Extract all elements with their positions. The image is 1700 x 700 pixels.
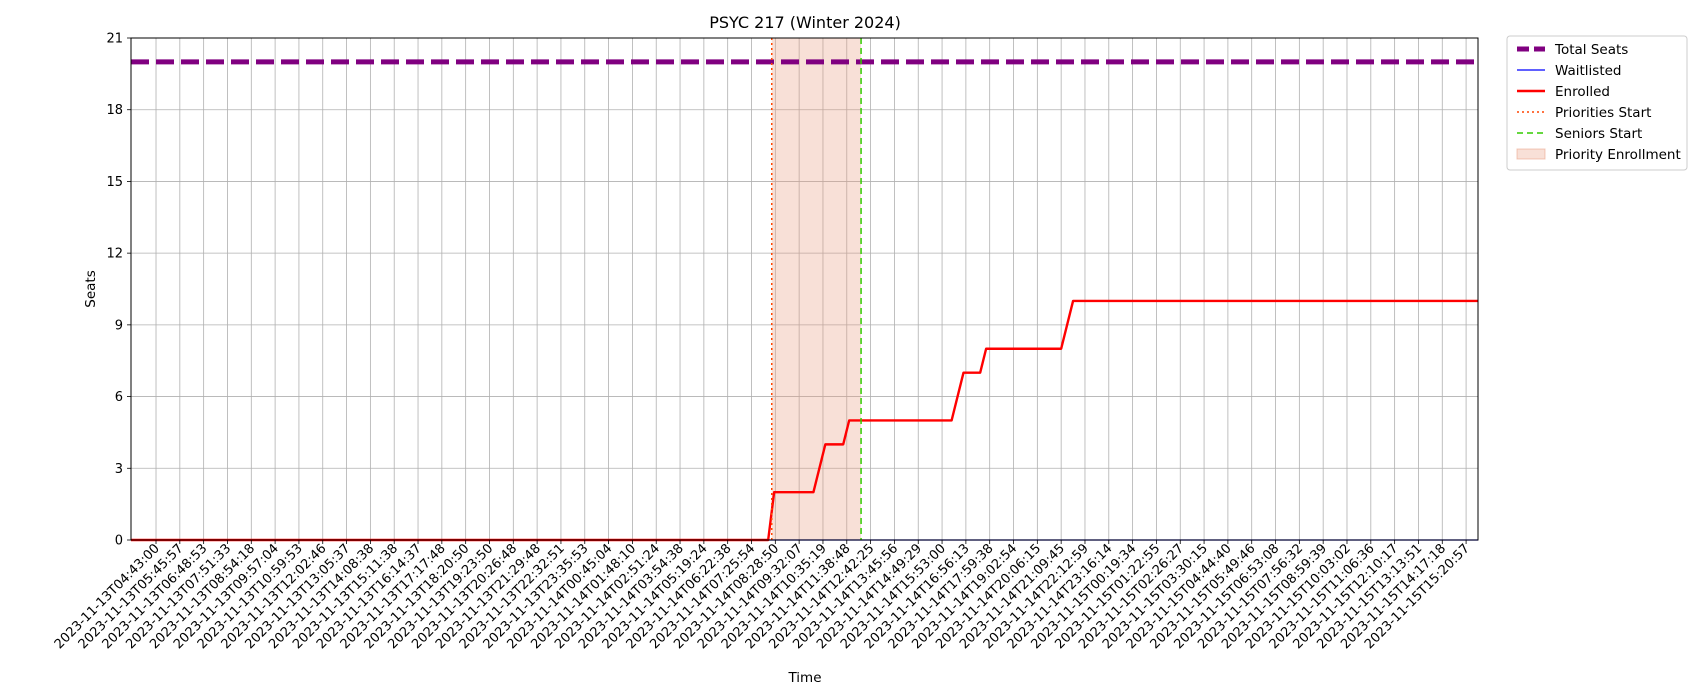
y-axis-ticks: 0 3 6 9 12 15 18 21: [106, 32, 131, 549]
plot-frame: [130, 37, 1479, 541]
y-tick-label: 21: [106, 32, 123, 47]
y-tick-label: 9: [115, 318, 123, 333]
grid: [131, 37, 1478, 541]
legend-label-seniors-start: Seniors Start: [1555, 126, 1642, 142]
y-tick-label: 12: [106, 247, 123, 262]
x-axis-label: Time: [787, 670, 821, 686]
y-tick-label: 6: [115, 390, 123, 405]
legend-label-waitlisted: Waitlisted: [1555, 63, 1622, 79]
legend-label-priorities-start: Priorities Start: [1555, 105, 1651, 121]
y-tick-label: 0: [115, 534, 123, 549]
marker-lines: [770, 38, 862, 540]
legend: Total Seats Waitlisted Enrolled Priorities …: [1506, 35, 1688, 171]
legend-label-enrolled: Enrolled: [1555, 84, 1610, 100]
y-tick-label: 3: [115, 462, 123, 477]
legend-swatch-priority-enrollment: [1516, 148, 1546, 160]
legend-label-priority-enrollment: Priority Enrollment: [1555, 147, 1681, 163]
priority-enrollment-band: [771, 38, 862, 540]
chart-title: PSYC 217 (Winter 2024): [709, 13, 901, 32]
y-tick-label: 18: [106, 103, 123, 118]
legend-label-total-seats: Total Seats: [1554, 42, 1628, 58]
priority-enrollment-span: [771, 38, 862, 540]
x-axis-ticks: 2023-11-13T04:43:002023-11-13T05:45:5720…: [52, 540, 1473, 652]
y-axis-label: Seats: [83, 270, 99, 307]
series-enrolled-line: [131, 299, 1478, 542]
legend-box: [1506, 35, 1688, 171]
y-tick-label: 15: [106, 175, 123, 190]
